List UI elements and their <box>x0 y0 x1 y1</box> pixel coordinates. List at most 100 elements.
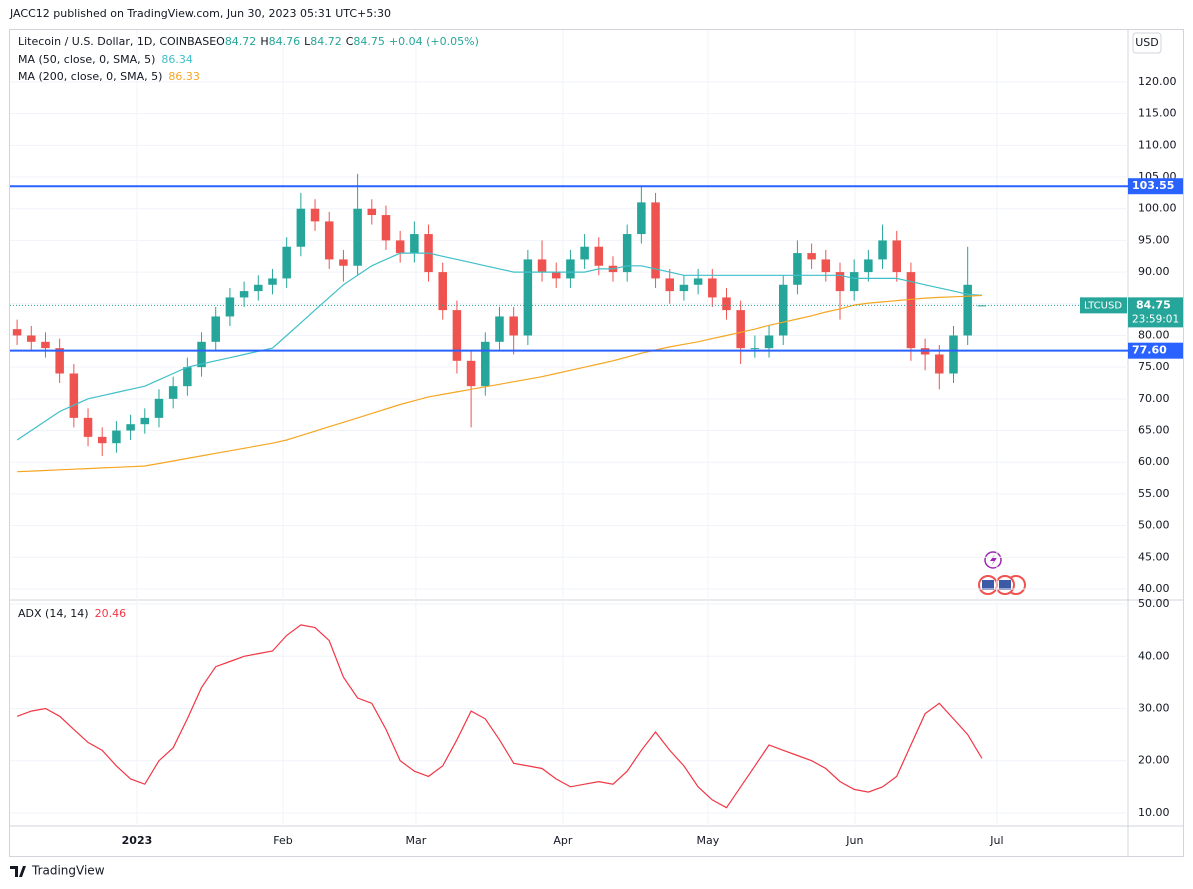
candle-body <box>41 341 50 349</box>
ohlc-prefix: H <box>260 35 268 48</box>
x-tick-label: Jul <box>989 834 1003 847</box>
ohlc-prefix: C <box>346 35 354 48</box>
y-tick-label: 60.00 <box>1138 455 1170 468</box>
candle-body <box>83 417 93 437</box>
y-tick-label: 40.00 <box>1138 582 1170 595</box>
y-tick-label: 50.00 <box>1138 519 1170 532</box>
candle-body <box>523 259 533 336</box>
candle-body <box>282 246 291 279</box>
candle-body <box>183 367 192 387</box>
y-tick-label: 90.00 <box>1138 265 1170 278</box>
y-tick-label: 20.00 <box>1138 754 1170 767</box>
pane <box>16 624 983 809</box>
candle-body <box>722 297 731 311</box>
candle-body <box>481 341 490 387</box>
candle-body <box>622 234 632 273</box>
y-tick-label: 30.00 <box>1138 701 1170 714</box>
x-tick-label: 2023 <box>122 834 153 847</box>
candle-body <box>367 208 377 216</box>
price-tag-label: 77.60 <box>1132 344 1167 357</box>
x-tick-label: Mar <box>406 834 427 847</box>
y-tick-label: 50.00 <box>1138 597 1170 610</box>
legend-name: MA (200, close, 0, SMA, 5) <box>18 70 162 83</box>
symbol-tag-label: LTCUSD <box>1084 300 1122 311</box>
candle-body <box>69 373 79 418</box>
line <box>16 624 983 809</box>
currency-box[interactable] <box>1132 32 1162 54</box>
candle-body <box>296 208 306 247</box>
candle-body <box>537 259 547 273</box>
candle-body <box>438 272 447 311</box>
candle-body <box>466 360 476 387</box>
candle-body <box>778 284 788 336</box>
ohlc-value: 84.75 <box>353 35 385 48</box>
candle-body <box>849 272 859 292</box>
candle-body <box>892 240 901 273</box>
candle-body <box>708 278 717 298</box>
candle-body <box>906 272 916 349</box>
marks <box>10 173 1128 809</box>
y-tick-label: 80.00 <box>1138 328 1170 341</box>
legend-name: MA (50, close, 0, SMA, 5) <box>18 53 155 66</box>
candle-body <box>878 240 887 260</box>
y-tick-label: 110.00 <box>1138 138 1177 151</box>
candle-body <box>353 208 362 266</box>
ohlc-value: 84.72 <box>225 35 257 48</box>
legend-value: 86.34 <box>161 53 193 66</box>
candle-body <box>310 208 320 222</box>
candle-body <box>835 272 845 292</box>
candle-body <box>381 215 391 241</box>
y-tick-label: 45.00 <box>1138 550 1170 563</box>
candle-body <box>55 348 64 374</box>
y-tick-label: 55.00 <box>1138 487 1170 500</box>
candle-body <box>12 329 22 336</box>
candle-body <box>27 335 36 342</box>
ohlc-value: 84.76 <box>269 35 301 48</box>
candle-body <box>665 278 674 292</box>
candle-body <box>168 386 178 399</box>
ohlc-prefix: L <box>304 35 311 48</box>
candle-body <box>140 417 150 425</box>
candle-body <box>339 259 348 266</box>
candle-body <box>211 316 220 342</box>
y-tick-label: 120.00 <box>1138 75 1177 88</box>
candle-body <box>821 259 831 273</box>
legend-value: 20.46 <box>95 607 127 620</box>
candle-body <box>864 259 873 273</box>
candle-body <box>637 202 646 235</box>
y-tick-label: 10.00 <box>1138 806 1170 819</box>
y-tick-label: 65.00 <box>1138 424 1170 437</box>
candle-body <box>679 284 689 292</box>
brand: TradingView <box>31 864 105 878</box>
last-price-tag <box>1128 297 1183 328</box>
candle-body <box>452 310 462 361</box>
legend-entry: MA (200, close, 0, SMA, 5) 86.33 <box>18 70 200 83</box>
candle-body <box>764 335 774 349</box>
price-tag <box>1128 178 1183 195</box>
candle-body <box>963 284 972 336</box>
candle-body <box>551 272 561 279</box>
candle-body <box>112 430 121 444</box>
candle-body <box>736 310 745 349</box>
price-tag <box>1128 342 1183 359</box>
candle-body <box>693 278 703 285</box>
line <box>16 252 982 441</box>
candle-body <box>410 234 419 254</box>
candle-body <box>254 284 263 292</box>
y-tick-label: 75.00 <box>1138 360 1170 373</box>
candle-body <box>750 348 760 350</box>
candle-body <box>509 316 518 336</box>
candle-body <box>580 246 589 260</box>
candle-body <box>566 259 575 279</box>
candle-body <box>268 278 277 285</box>
candle-body <box>977 305 987 307</box>
candle-body <box>594 246 604 266</box>
change: +0.04 (+0.05%) <box>389 35 479 48</box>
grid <box>10 30 1128 826</box>
countdown: 23:59:01 <box>1132 313 1179 325</box>
publisher: JACC12 published on TradingView.com, Jun… <box>9 7 391 20</box>
x-tick-label: Feb <box>273 834 292 847</box>
price-tag-label: 103.55 <box>1132 179 1174 192</box>
frame <box>9 29 1184 857</box>
candle-body <box>154 398 164 418</box>
